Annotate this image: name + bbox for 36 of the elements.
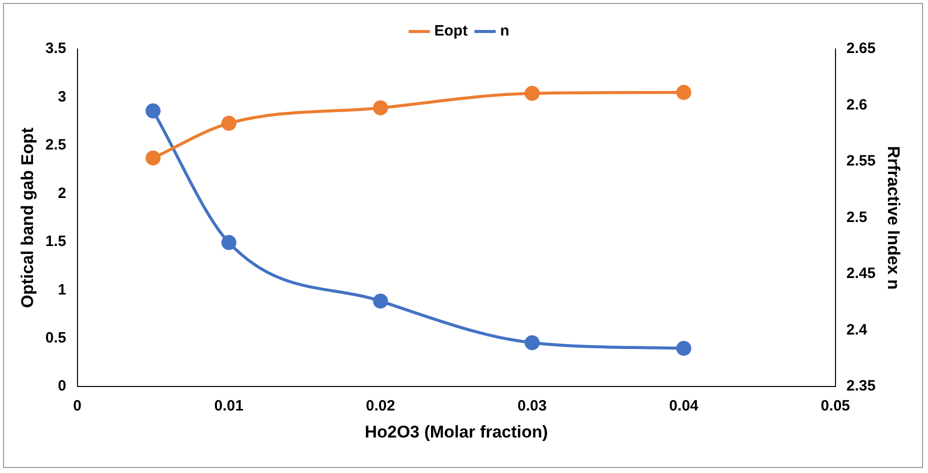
y2-tick-label: 2.35 [846,378,876,395]
point [676,84,692,100]
x-axis-title: Ho2O3 (Molar fraction) [364,422,548,442]
y2-tick-label: 2.4 [846,321,868,338]
x-tick-label: 0.02 [366,398,396,415]
x-tick-label: 0.03 [518,398,547,415]
y-tick-label: 0.5 [45,330,66,347]
y2-tick-label: 2.45 [846,265,876,282]
point [373,100,388,116]
y2-tick-label: 2.6 [846,96,868,114]
y-tick-label: 3 [58,88,66,106]
x-tick-label: 0.04 [669,398,700,415]
y-tick-label: 0 [58,378,66,395]
x-tick-label: 0 [73,398,82,415]
x-tick-label: 0.05 [820,398,850,415]
point [524,86,540,101]
y-axis-title: Optical band gab Eopt [18,127,37,308]
legend-label: n [500,22,510,40]
y2-tick-label: 2.65 [846,40,876,58]
legend-label: Eopt [434,22,468,40]
x-tick-label: 0.01 [214,398,244,415]
y2-axis-title: Rrfractive Index n [884,146,904,290]
point [146,103,161,118]
y2-tick-label: 2.55 [846,152,876,170]
point [221,235,236,250]
point [676,340,692,356]
point [221,116,236,131]
y2-tick-label: 2.5 [846,208,868,226]
y-tick-label: 1.5 [45,233,66,250]
point [373,294,388,309]
point [524,335,540,350]
point [146,150,161,166]
y-tick-label: 1 [58,281,66,298]
y-tick-label: 3.5 [45,40,66,58]
y-tick-label: 2 [58,184,66,202]
y-tick-label: 2.5 [45,136,66,154]
